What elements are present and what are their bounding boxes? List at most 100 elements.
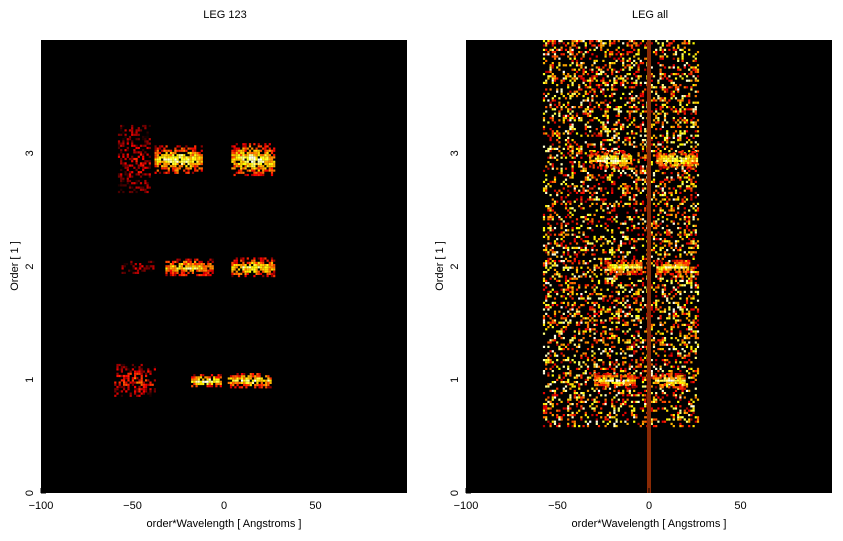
heatmap-cell <box>268 167 271 170</box>
heatmap-cell <box>126 164 129 167</box>
heatmap-cell <box>685 323 689 326</box>
heatmap-cell <box>677 304 680 307</box>
heatmap-cell <box>571 348 574 351</box>
heatmap-cell <box>258 384 261 387</box>
heatmap-cell <box>553 233 557 236</box>
heatmap-cell <box>659 75 662 78</box>
heatmap-cell <box>679 121 682 124</box>
heatmap-cell <box>571 176 574 179</box>
heatmap-cell <box>573 189 576 192</box>
heatmap-cell <box>630 97 634 100</box>
heatmap-cell <box>628 174 631 177</box>
heatmap-cell <box>248 165 252 168</box>
heatmap-cell <box>571 220 574 223</box>
heatmap-cell <box>126 140 129 143</box>
heatmap-cell <box>551 117 554 120</box>
heatmap-cell <box>657 238 660 241</box>
heatmap-cell <box>622 235 625 238</box>
heatmap-cell <box>189 167 192 170</box>
heatmap-cell <box>617 337 620 340</box>
heatmap-cell <box>251 259 254 262</box>
heatmap-cell <box>661 121 664 124</box>
heatmap-cell <box>246 147 249 150</box>
heatmap-cell <box>586 359 590 362</box>
heatmap-cell <box>674 279 678 282</box>
heatmap-cell <box>591 271 594 274</box>
heatmap-cell <box>549 341 552 344</box>
heatmap-cell <box>690 275 693 278</box>
heatmap-cell <box>692 216 695 219</box>
heatmap-cell <box>542 301 546 304</box>
heatmap-cell <box>650 75 653 78</box>
heatmap-cell <box>575 42 579 45</box>
heatmap-cell <box>679 297 682 300</box>
heatmap-cell <box>251 173 254 177</box>
heatmap-cell <box>122 177 125 180</box>
heatmap-cell <box>635 169 638 172</box>
heatmap-cell <box>688 310 691 313</box>
heatmap-cell <box>589 227 592 230</box>
heatmap-cell <box>633 367 636 370</box>
heatmap-cell <box>542 213 546 216</box>
heatmap-cell <box>547 293 550 296</box>
heatmap-cell <box>134 390 137 393</box>
heatmap-cell <box>137 173 140 176</box>
heatmap-cell <box>589 178 592 181</box>
heatmap-cell <box>591 286 594 289</box>
heatmap-cell <box>556 55 559 58</box>
heatmap-cell <box>690 266 693 269</box>
heatmap-cell <box>197 382 200 386</box>
heatmap-cell <box>264 156 267 159</box>
heatmap-cell <box>569 143 572 146</box>
heatmap-cell <box>611 341 614 344</box>
heatmap-cell <box>562 53 565 56</box>
heatmap-cell <box>253 160 256 163</box>
heatmap-cell <box>575 288 579 291</box>
heatmap-cell <box>602 92 605 95</box>
heatmap-cell <box>134 381 137 384</box>
heatmap-cell <box>608 257 612 260</box>
heatmap-cell <box>635 315 638 318</box>
heatmap-cell <box>237 156 241 159</box>
heatmap-cell <box>622 141 625 144</box>
heatmap-cell <box>176 267 179 270</box>
heatmap-cell <box>685 141 689 144</box>
heatmap-cell <box>690 167 693 170</box>
heatmap-cell <box>259 162 263 166</box>
heatmap-cell <box>650 334 653 337</box>
heatmap-cell <box>589 57 592 60</box>
heatmap-cell <box>622 310 625 313</box>
heatmap-cell <box>663 244 667 247</box>
heatmap-cell <box>617 284 620 287</box>
heatmap-cell <box>595 209 598 212</box>
heatmap-cell <box>600 262 603 265</box>
heatmap-cell <box>124 149 127 152</box>
heatmap-cell <box>251 162 254 166</box>
heatmap-cell <box>571 297 574 300</box>
heatmap-cell <box>655 185 658 188</box>
heatmap-cell <box>600 189 603 192</box>
heatmap-cell <box>663 88 667 91</box>
heatmap-cell <box>624 139 627 142</box>
heatmap-cell <box>600 70 603 73</box>
heatmap-cell <box>641 227 645 230</box>
heatmap-cell <box>679 290 682 293</box>
heatmap-cell <box>639 365 642 368</box>
heatmap-cell <box>622 194 625 197</box>
heatmap-cell <box>652 123 656 126</box>
heatmap-cell <box>602 306 605 309</box>
heatmap-cell <box>619 367 623 370</box>
heatmap-cell <box>123 265 126 268</box>
heatmap-cell <box>659 242 662 245</box>
heatmap-cell <box>692 323 695 326</box>
heatmap-cell <box>615 352 618 355</box>
heatmap-cell <box>257 165 260 168</box>
heatmap-cell <box>169 263 172 266</box>
heatmap-cell <box>617 392 620 395</box>
heatmap-cell <box>253 158 256 161</box>
heatmap-cell <box>589 306 592 309</box>
heatmap-cell <box>569 95 572 98</box>
heatmap-cell <box>569 53 572 56</box>
heatmap-cell <box>630 218 634 221</box>
heatmap-cell <box>575 227 579 230</box>
